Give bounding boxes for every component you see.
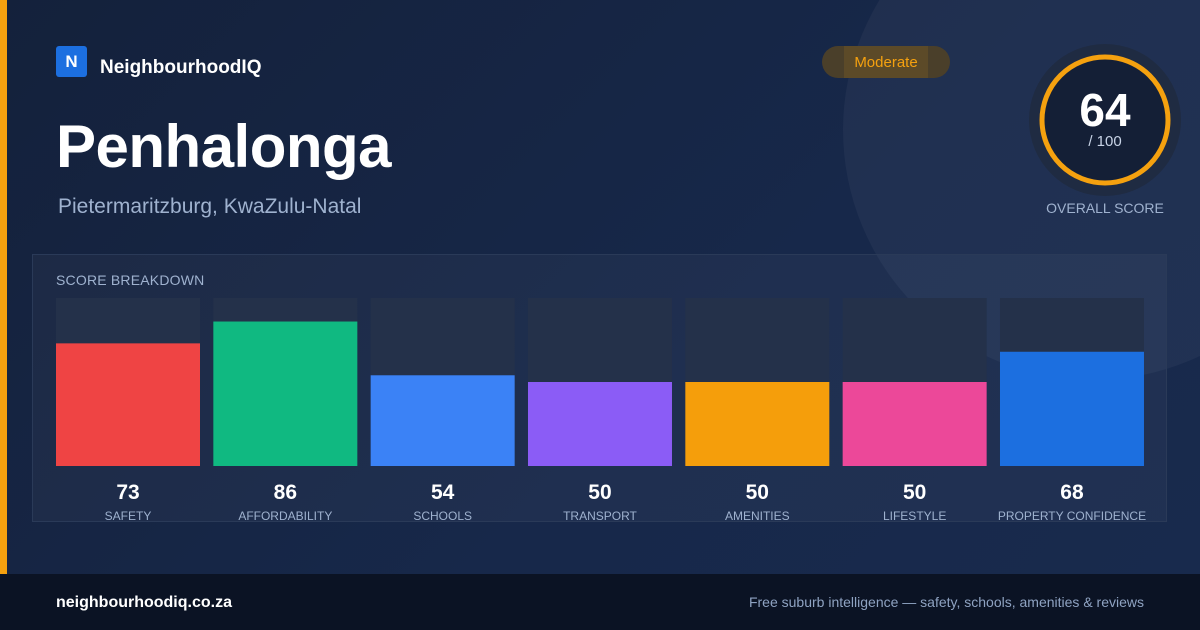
- footer: [0, 574, 1200, 630]
- bar-value-label: 68: [1060, 481, 1084, 504]
- score-ring-progress: [1039, 54, 1171, 186]
- bar-amenities: [685, 382, 830, 466]
- bar-category-label: TRANSPORT: [563, 509, 637, 523]
- overall-score-value: 64: [1079, 84, 1131, 136]
- footer-tagline: Free suburb intelligence — safety, schoo…: [748, 594, 1144, 610]
- suburb-location: Pietermaritzburg, KwaZulu-Natal: [58, 195, 362, 218]
- bar-category-label: SAFETY: [105, 509, 152, 523]
- footer-site-link[interactable]: neighbourhoodiq.co.za: [56, 594, 232, 611]
- bar-category-label: PROPERTY CONFIDENCE: [998, 509, 1146, 523]
- overall-score-label: OVERALL SCORE: [1046, 200, 1164, 216]
- bar-value-label: 50: [903, 481, 926, 504]
- suburb-title: Penhalonga: [56, 113, 392, 180]
- overall-score-max: / 100: [1088, 133, 1122, 150]
- rating-badge: Moderate: [822, 46, 950, 78]
- score-ring-inner: [1042, 57, 1168, 183]
- accent-bar: [0, 0, 7, 574]
- bar-schools: [370, 375, 515, 466]
- score-breakdown-panel: [32, 254, 1167, 522]
- bar-value-label: 73: [116, 481, 139, 504]
- bar-category-label: AMENITIES: [725, 509, 790, 523]
- bar-category-label: AFFORDABILITY: [238, 509, 332, 523]
- bar-value-label: 54: [431, 481, 455, 504]
- bar-safety: [56, 343, 200, 466]
- bar-value-label: 50: [746, 481, 769, 504]
- bar-value-label: 50: [588, 481, 611, 504]
- score-breakdown-title: SCORE BREAKDOWN: [56, 272, 205, 288]
- score-breakdown-chart: 73 SAFETY 86 AFFORDABILITY 54 SCHOOLS 50 TRANSP…: [56, 298, 1146, 523]
- rating-badge-label: Moderate: [854, 53, 918, 71]
- bar-category-label: LIFESTYLE: [883, 509, 946, 523]
- bar-category-label: SCHOOLS: [413, 509, 472, 523]
- bar-property-confidence: [999, 351, 1144, 466]
- bar-affordability: [213, 321, 358, 466]
- bar-lifestyle: [842, 382, 987, 466]
- badge-highlight: [844, 46, 928, 78]
- bar-value-label: 86: [274, 481, 297, 504]
- brand-name: NeighbourhoodIQ: [100, 57, 262, 78]
- bar-transport: [527, 382, 672, 466]
- overall-score-ring: [1029, 44, 1181, 196]
- logo-icon: N: [56, 46, 87, 77]
